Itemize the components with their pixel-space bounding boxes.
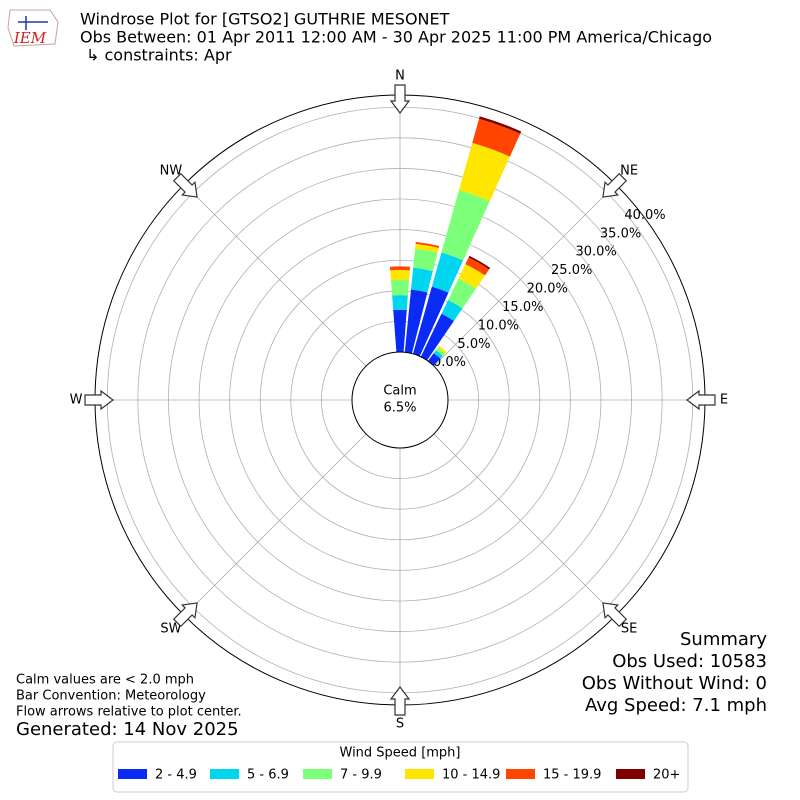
logo-text: IEM xyxy=(13,29,47,47)
bar-segment xyxy=(448,278,477,309)
bar-segment xyxy=(437,345,447,354)
bar-segment xyxy=(415,243,439,253)
note: Flow arrows relative to plot center. xyxy=(16,705,242,720)
note: Bar Convention: Meteorology xyxy=(16,689,206,704)
bar-segment xyxy=(390,279,410,296)
flow-arrow xyxy=(602,172,628,198)
r-tick-label: 30.0% xyxy=(575,245,616,260)
r-tick-label: 35.0% xyxy=(600,226,641,241)
chart-title: Windrose Plot for [GTSO2] GUTHRIE MESONE… xyxy=(80,10,450,29)
bar-segment xyxy=(428,353,441,366)
r-tick-label: 15.0% xyxy=(502,300,543,315)
compass-label: N xyxy=(395,69,405,84)
bar-segment xyxy=(415,242,440,248)
summary-line: Avg Speed: 7.1 mph xyxy=(585,695,767,716)
bar-segment xyxy=(465,257,490,276)
legend-box xyxy=(112,741,689,793)
generated: Generated: 14 Nov 2025 xyxy=(16,719,239,740)
legend-title: Wind Speed [mph] xyxy=(340,746,461,761)
r-tick-label: 20.0% xyxy=(527,282,568,297)
grid-ring xyxy=(259,259,541,541)
bar-segment xyxy=(413,248,438,272)
compass-label: SE xyxy=(621,622,637,637)
r-tick-label: 40.0% xyxy=(624,208,665,223)
calm-label: Calm xyxy=(383,384,416,399)
flow-arrow xyxy=(389,84,411,114)
grid-ring xyxy=(137,137,663,663)
bar-segment xyxy=(479,116,522,134)
bar-segment xyxy=(411,267,433,293)
bar-segment xyxy=(435,347,446,357)
chart-constraints: ↳ constraints: Apr xyxy=(86,46,232,65)
bar-segment xyxy=(472,118,521,157)
r-tick-label: 0.0% xyxy=(433,355,466,370)
bar-segment xyxy=(433,350,443,359)
bar-segment xyxy=(412,286,449,357)
flow-arrow xyxy=(389,686,411,716)
legend-label: 20+ xyxy=(653,768,680,783)
r-tick-label: 10.0% xyxy=(478,318,519,333)
chart-subtitle: Obs Between: 01 Apr 2011 12:00 AM - 30 A… xyxy=(80,28,712,47)
bar-segment xyxy=(441,299,463,321)
bar-segment xyxy=(404,289,428,354)
bar-segment xyxy=(389,266,411,271)
summary-line: Summary xyxy=(680,629,767,650)
legend-swatch xyxy=(118,769,147,779)
legend-label: 2 - 4.9 xyxy=(155,768,197,783)
legend-swatch xyxy=(616,769,645,779)
bar-segment xyxy=(468,255,491,270)
bar-segment xyxy=(441,190,490,261)
legend-swatch xyxy=(210,769,239,779)
legend-swatch xyxy=(405,769,434,779)
summary-line: Obs Without Wind: 0 xyxy=(582,673,767,694)
calm-circle xyxy=(351,351,449,449)
compass-label: E xyxy=(720,393,728,408)
legend-swatch xyxy=(303,769,332,779)
r-tick-label: 25.0% xyxy=(551,263,592,278)
bar-segment xyxy=(390,270,410,281)
legend-label: 15 - 19.9 xyxy=(543,768,601,783)
logo: IEM xyxy=(7,9,59,47)
flow-arrow xyxy=(686,389,716,411)
bar-segment xyxy=(393,309,407,353)
grid-ring xyxy=(198,198,602,602)
grid-ring xyxy=(229,229,571,571)
compass-label: S xyxy=(396,717,404,732)
compass-label: NW xyxy=(160,163,183,178)
polar-plot: 0.0% 5.0% 10.0% 15.0% 20.0% 25.0% 30.0% 35.0% 40… xyxy=(70,69,729,732)
summary-line: Obs Used: 10583 xyxy=(612,651,767,672)
bar-segment xyxy=(431,252,464,293)
r-tick-label: 5.0% xyxy=(457,337,490,352)
compass-label: W xyxy=(70,393,83,408)
legend-label: 5 - 6.9 xyxy=(247,768,289,783)
bar-segment xyxy=(459,142,510,202)
legend-swatch xyxy=(506,769,535,779)
legend-label: 10 - 14.9 xyxy=(442,768,500,783)
flow-arrow xyxy=(84,389,114,411)
flow-arrow xyxy=(602,602,628,628)
flow-arrow xyxy=(172,602,198,628)
grid-ring xyxy=(168,168,632,632)
flow-arrow xyxy=(172,172,198,198)
bar-segment xyxy=(420,313,454,361)
bar-segment xyxy=(392,295,408,311)
compass-label: SW xyxy=(160,622,181,637)
note: Calm values are < 2.0 mph xyxy=(16,673,194,688)
compass-label: NE xyxy=(620,163,638,178)
bar-segment xyxy=(458,264,485,289)
legend-label: 7 - 9.9 xyxy=(340,768,382,783)
calm-value: 6.5% xyxy=(383,401,416,416)
